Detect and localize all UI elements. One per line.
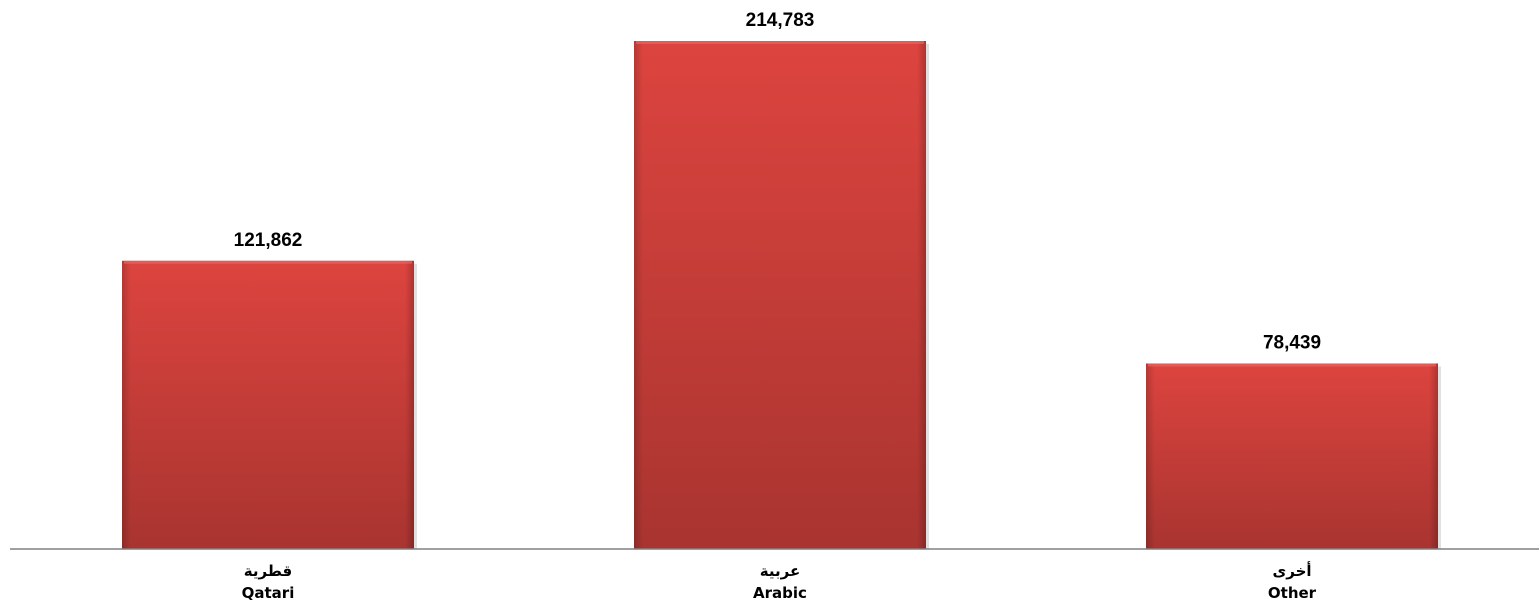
bar-top-highlight xyxy=(124,260,412,264)
x-tick-label-ar: قطرية xyxy=(244,562,293,580)
labels-layer: 121,862 قطرية Qatari 214,783 عربية Arabic 78,4… xyxy=(234,10,1321,602)
x-tick-label-en: Arabic xyxy=(753,584,807,602)
x-tick-label-ar: أخرى xyxy=(1272,561,1311,580)
data-label: 78,439 xyxy=(1263,332,1321,353)
bar-top-highlight xyxy=(636,41,924,44)
data-label: 121,862 xyxy=(234,230,303,251)
data-label: 214,783 xyxy=(746,10,815,31)
x-tick-label-ar: عربية xyxy=(760,562,800,580)
bar-bevel xyxy=(1146,363,1438,549)
bars-layer xyxy=(122,41,1441,549)
bar-top-highlight xyxy=(1148,363,1436,367)
bar-bevel xyxy=(634,41,926,549)
x-tick-label-en: Qatari xyxy=(242,584,295,602)
x-tick-label-en: Other xyxy=(1268,584,1317,602)
bar-bevel xyxy=(122,260,414,549)
